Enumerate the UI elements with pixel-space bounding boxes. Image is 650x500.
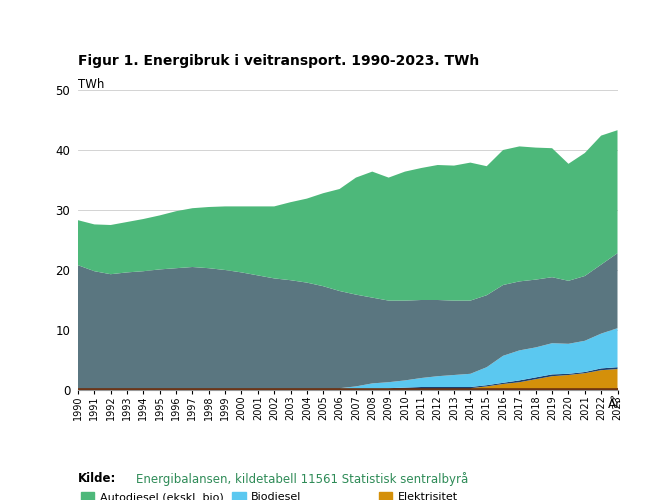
Text: År: År	[608, 398, 621, 410]
Legend: Autodiesel (ekskl. bio), Bilbensin (ekskl. bio), Biodiesel, Bioetanol (biobensin: Autodiesel (ekskl. bio), Bilbensin (eksk…	[81, 492, 458, 500]
Text: Figur 1. Energibruk i veitransport. 1990-2023. TWh: Figur 1. Energibruk i veitransport. 1990…	[78, 54, 479, 68]
Text: Energibalansen, kildetabell 11561 Statistisk sentralbyrå: Energibalansen, kildetabell 11561 Statis…	[136, 472, 469, 486]
Text: Kilde:: Kilde:	[78, 472, 116, 486]
Text: TWh: TWh	[78, 78, 105, 90]
